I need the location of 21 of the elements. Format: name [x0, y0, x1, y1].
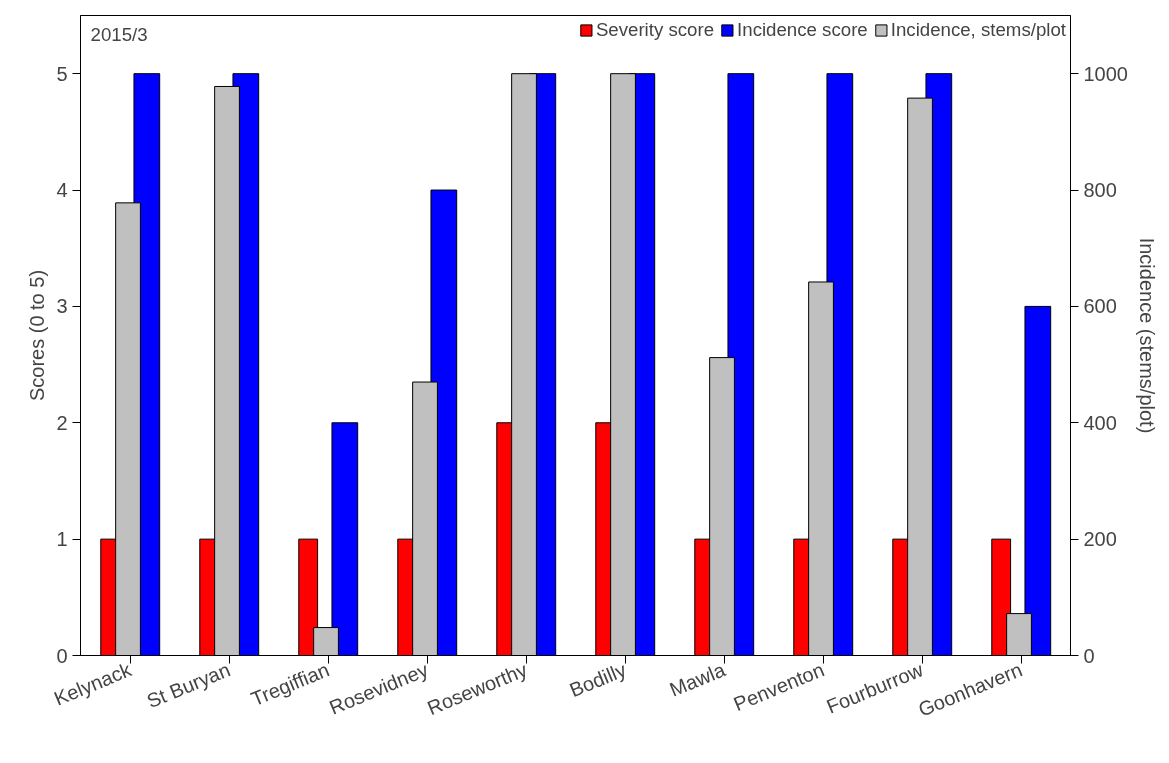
- y2-tick-label: 400: [1083, 411, 1117, 434]
- y-tick-label: 1: [56, 528, 68, 551]
- y-axis-title: Scores (0 to 5): [26, 269, 49, 402]
- x-tick-label: Mawla: [666, 658, 730, 701]
- y-tick-label: 2: [56, 411, 68, 434]
- legend-label: Severity score: [595, 19, 715, 41]
- x-tick-label: Bodilly: [566, 658, 630, 702]
- y2-tick-label: 600: [1083, 295, 1117, 318]
- y2-tick-label: 200: [1083, 528, 1117, 551]
- legend-label: Incidence score: [737, 19, 868, 41]
- y2-tick-label: 0: [1083, 644, 1095, 667]
- y2-tick-label: 1000: [1083, 62, 1128, 85]
- y-tick-label: 3: [56, 295, 68, 318]
- annotation: 2015/3: [90, 23, 148, 45]
- y2-tick-label: 800: [1083, 179, 1117, 202]
- legend-label: Incidence, stems/plot: [890, 19, 1066, 41]
- x-tick-label: St Buryan: [143, 658, 234, 713]
- y-tick-label: 4: [56, 179, 68, 202]
- y-tick-label: 0: [56, 644, 68, 667]
- y-tick-label: 5: [56, 62, 68, 85]
- y2-axis-title: Incidence (stems/plot): [1135, 237, 1158, 434]
